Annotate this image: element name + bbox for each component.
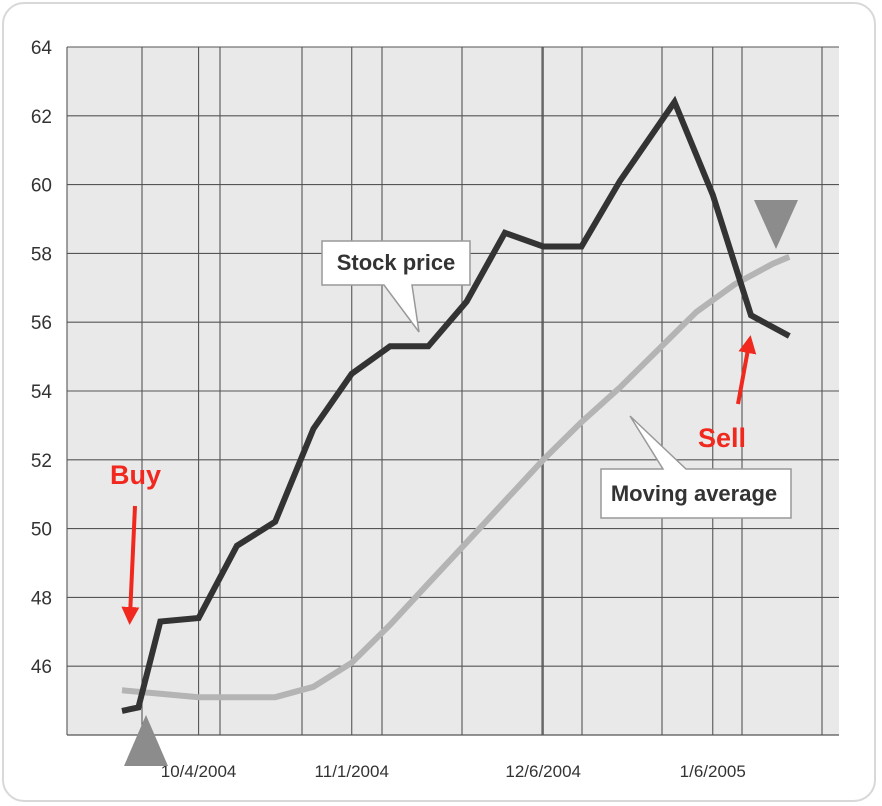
sell-marker-triangle bbox=[754, 200, 798, 249]
moving-average-callout: Moving average bbox=[600, 415, 792, 519]
stock-price-callout: Stock price bbox=[321, 240, 471, 333]
x-axis-labels: 10/4/2004 11/1/2004 12/6/2004 1/6/2005 bbox=[161, 762, 746, 781]
sell-label: Sell bbox=[698, 423, 746, 453]
buy-marker-triangle bbox=[124, 715, 168, 766]
series-lines bbox=[121, 95, 791, 714]
moving-average-line bbox=[121, 254, 791, 701]
y-tick-label: 60 bbox=[31, 176, 52, 197]
x-tick-label: 11/1/2004 bbox=[315, 762, 389, 781]
stock-price-callout-box bbox=[321, 240, 471, 333]
moving-average-callout-box bbox=[600, 415, 792, 519]
y-tick-label: 62 bbox=[31, 107, 52, 128]
y-tick-label: 52 bbox=[31, 451, 52, 472]
y-tick-label: 54 bbox=[31, 382, 53, 403]
x-tick-label: 12/6/2004 bbox=[505, 762, 581, 781]
grid bbox=[66, 46, 839, 736]
y-axis-labels: 46 48 50 52 54 56 58 60 62 64 bbox=[31, 38, 53, 678]
y-tick-label: 46 bbox=[31, 657, 52, 678]
y-tick-label: 50 bbox=[31, 520, 52, 541]
y-tick-label: 58 bbox=[31, 244, 52, 265]
x-tick-label: 1/6/2005 bbox=[680, 762, 746, 781]
y-tick-label: 56 bbox=[31, 313, 52, 334]
y-tick-label: 64 bbox=[31, 38, 53, 59]
stock-price-callout-label: Stock price bbox=[337, 250, 456, 275]
buy-label: Buy bbox=[110, 460, 161, 490]
stock-price-line bbox=[121, 95, 791, 714]
moving-average-callout-label: Moving average bbox=[611, 481, 777, 506]
x-tick-label: 10/4/2004 bbox=[161, 762, 237, 781]
sell-arrow bbox=[736, 335, 757, 405]
buy-arrow bbox=[121, 505, 140, 625]
y-tick-label: 48 bbox=[31, 588, 52, 609]
